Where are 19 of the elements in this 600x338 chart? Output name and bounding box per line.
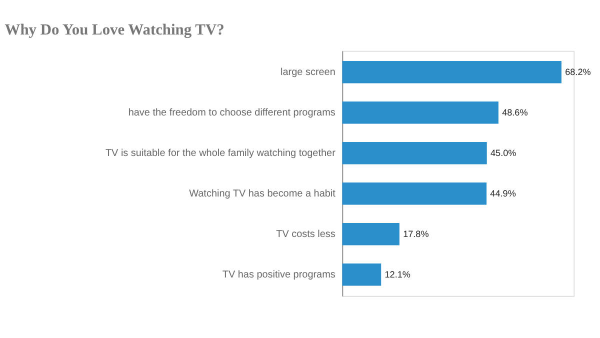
data-label: 12.1%	[384, 269, 410, 280]
bar	[342, 142, 487, 164]
y-tick-label: TV has positive programs	[222, 269, 336, 280]
text: Why Do You Love Watching TV?	[4, 22, 224, 39]
bar	[342, 182, 487, 205]
data-label: 68.2%	[565, 66, 591, 77]
bar	[342, 264, 382, 286]
bar	[342, 101, 498, 124]
y-tick-label: large screen	[280, 66, 336, 78]
data-label: 44.9%	[490, 188, 516, 198]
data-label: 48.6%	[502, 107, 528, 118]
bar	[342, 60, 562, 84]
data-label: 17.8%	[403, 228, 429, 239]
bar	[342, 223, 400, 246]
y-tick-label: have the freedom to choose different programs	[128, 107, 336, 118]
y-tick-label: TV costs less	[276, 228, 336, 240]
data-label: 45.0%	[490, 148, 516, 158]
y-tick-label: TV is suitable for the whole family watching together	[105, 148, 336, 159]
y-tick-label: Watching TV has become a habit	[189, 188, 336, 200]
